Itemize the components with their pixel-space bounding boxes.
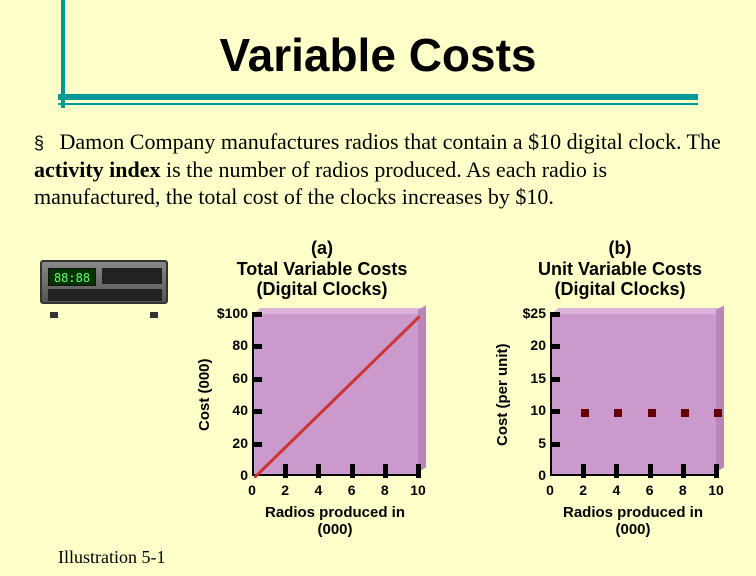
ytick-label: 5 xyxy=(538,435,546,451)
xtick-mark xyxy=(283,464,288,478)
xtick-mark xyxy=(648,464,653,478)
ytick-label: 20 xyxy=(232,435,248,451)
ytick-label: 20 xyxy=(530,337,546,353)
chart-a: (a) Total Variable Costs (Digital Clocks… xyxy=(194,238,450,534)
chart-a-plot xyxy=(252,314,418,476)
chart-b: (b) Unit Variable Costs (Digital Clocks)… xyxy=(492,238,748,534)
ytick-mark xyxy=(252,344,262,349)
data-point xyxy=(581,409,589,417)
title-area: Variable Costs xyxy=(0,0,756,82)
ytick-label: 60 xyxy=(232,370,248,386)
xtick-mark xyxy=(350,464,355,478)
charts-row: (a) Total Variable Costs (Digital Clocks… xyxy=(194,238,742,534)
ytick-mark xyxy=(252,377,262,382)
ytick-label: 15 xyxy=(530,370,546,386)
body-paragraph: § Damon Company manufactures radios that… xyxy=(34,128,726,211)
ytick-label: $100 xyxy=(217,305,248,321)
xtick-label: 4 xyxy=(314,482,322,498)
xtick-mark xyxy=(383,464,388,478)
ytick-label: 0 xyxy=(538,467,546,483)
ytick-mark xyxy=(550,442,560,447)
xtick-mark xyxy=(614,464,619,478)
radio-clock-illustration: 88:88 xyxy=(40,260,168,312)
ytick-label: 80 xyxy=(232,337,248,353)
data-point xyxy=(614,409,622,417)
data-point xyxy=(681,409,689,417)
xtick-mark xyxy=(581,464,586,478)
bullet-icon: § xyxy=(34,132,44,155)
chart-b-ylabel: Cost (per unit) xyxy=(494,314,514,476)
xtick-label: 0 xyxy=(248,482,256,498)
body-bold: activity index xyxy=(34,157,161,182)
chart-b-plot xyxy=(550,314,716,476)
ytick-mark xyxy=(252,312,262,317)
xtick-label: 10 xyxy=(410,482,426,498)
page-title: Variable Costs xyxy=(0,28,756,82)
illustration-ref: Illustration 5-1 xyxy=(58,547,165,568)
chart-b-title: (b) Unit Variable Costs (Digital Clocks) xyxy=(492,238,748,300)
body-text-1: Damon Company manufactures radios that c… xyxy=(60,129,721,154)
chart-a-xlabel: Radios produced in (000) xyxy=(252,504,418,538)
ytick-label: 0 xyxy=(240,467,248,483)
ytick-mark xyxy=(550,344,560,349)
chart-b-xlabel: Radios produced in (000) xyxy=(550,504,716,538)
ytick-label: 10 xyxy=(530,402,546,418)
xtick-mark xyxy=(681,464,686,478)
radio-clock-display: 88:88 xyxy=(48,268,96,286)
ytick-mark xyxy=(550,312,560,317)
xtick-label: 10 xyxy=(708,482,724,498)
xtick-label: 8 xyxy=(381,482,389,498)
xtick-label: 4 xyxy=(612,482,620,498)
ytick-label: $25 xyxy=(523,305,546,321)
xtick-mark xyxy=(316,464,321,478)
xtick-label: 6 xyxy=(646,482,654,498)
chart-a-line xyxy=(254,316,420,478)
xtick-label: 6 xyxy=(348,482,356,498)
ytick-mark xyxy=(252,442,262,447)
ytick-mark xyxy=(550,409,560,414)
xtick-mark xyxy=(416,464,421,478)
ytick-label: 40 xyxy=(232,402,248,418)
ytick-mark xyxy=(550,377,560,382)
chart-a-title: (a) Total Variable Costs (Digital Clocks… xyxy=(194,238,450,300)
xtick-label: 0 xyxy=(546,482,554,498)
xtick-label: 2 xyxy=(579,482,587,498)
data-point xyxy=(714,409,722,417)
ytick-mark xyxy=(252,409,262,414)
xtick-mark xyxy=(714,464,719,478)
chart-a-ylabel: Cost (000) xyxy=(196,314,216,476)
xtick-label: 8 xyxy=(679,482,687,498)
data-point xyxy=(648,409,656,417)
xtick-label: 2 xyxy=(281,482,289,498)
